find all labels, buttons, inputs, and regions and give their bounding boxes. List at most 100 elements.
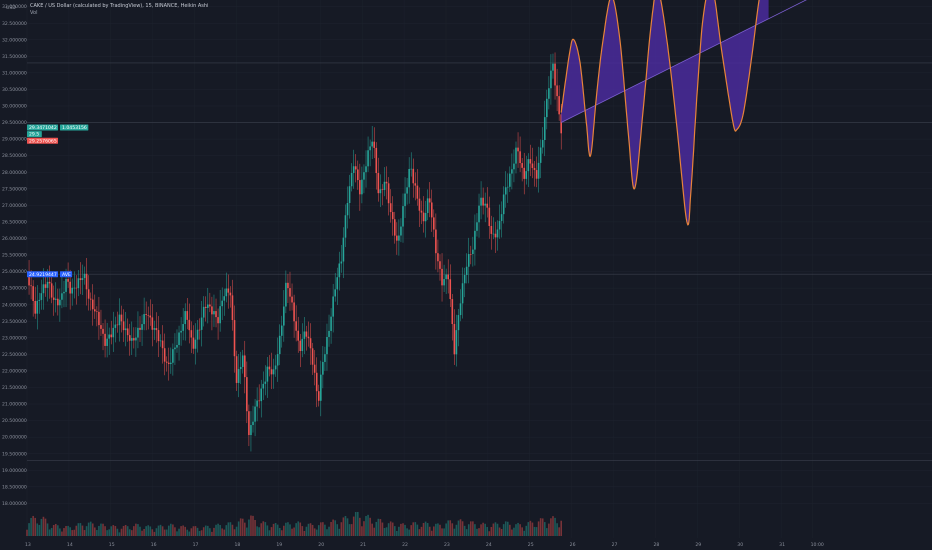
candle-body	[315, 372, 318, 392]
currency-label: USD	[6, 5, 16, 11]
y-tick-label: 21.000000	[2, 402, 27, 408]
volume-bar	[560, 520, 563, 536]
candle-body	[167, 362, 170, 365]
candle-body	[543, 117, 546, 141]
volume-bar	[135, 523, 137, 536]
candle-body	[34, 301, 37, 314]
candle-body	[451, 299, 454, 325]
candle-body	[531, 163, 534, 168]
candle-body	[525, 171, 528, 179]
price-tag-sub	[60, 124, 89, 131]
volume-bar	[59, 528, 61, 536]
volume-bar	[385, 527, 388, 536]
volume-bar	[42, 516, 45, 536]
candle-body	[504, 187, 507, 195]
y-tick-label: 25.000000	[2, 269, 27, 275]
volume-bar	[149, 526, 152, 536]
candle-body	[367, 150, 369, 167]
candle-body	[437, 253, 439, 262]
volume-bar	[283, 525, 285, 536]
candle-body	[94, 309, 96, 312]
candle-body	[354, 166, 357, 170]
candle-body	[246, 377, 248, 412]
candle-body	[389, 203, 392, 213]
volume-bars	[26, 511, 563, 536]
x-tick-label: 21	[360, 542, 366, 548]
x-tick-label: 26	[570, 542, 576, 548]
volume-bar	[200, 530, 203, 536]
volume-bar	[556, 523, 558, 536]
volume-bar	[463, 525, 466, 536]
volume-bar	[182, 525, 184, 536]
candle-body	[180, 330, 182, 333]
candle-body	[488, 207, 491, 226]
volume-bar	[334, 520, 336, 536]
volume-bar	[141, 530, 143, 536]
candle-body	[182, 324, 184, 331]
volume-bar	[147, 525, 150, 536]
volume-bar	[410, 525, 413, 536]
volume-bar	[28, 523, 30, 536]
candle-body	[363, 172, 365, 180]
candle-body	[346, 202, 349, 216]
time-axis[interactable]: 13 14 15 16 17 18 19 20 21 22 23 24 25 26 27 28 29 30 31 10…	[25, 542, 824, 548]
volume-bar	[338, 528, 341, 536]
candle-body	[430, 202, 433, 218]
candle-body	[550, 70, 552, 89]
price-tag-sub	[60, 271, 73, 278]
candle-body	[420, 210, 423, 213]
volume-bar	[278, 527, 281, 536]
volume-bar	[178, 528, 180, 536]
candle-body	[155, 328, 158, 331]
volume-bar	[157, 525, 160, 536]
candle-body	[219, 306, 221, 324]
candle-body	[274, 365, 277, 370]
candle-body	[258, 400, 260, 402]
volume-bar	[241, 518, 244, 536]
candle-body	[404, 193, 406, 207]
candle-body	[305, 331, 308, 337]
candle-body	[299, 340, 302, 352]
candle-body	[122, 321, 125, 331]
candle-body	[243, 355, 246, 378]
candle-body	[65, 279, 67, 292]
candle-body	[352, 166, 355, 173]
candle-body	[461, 283, 464, 304]
candle-body	[523, 167, 526, 179]
volume-bar	[301, 526, 304, 536]
candle-body	[211, 306, 213, 315]
candle-body	[200, 317, 203, 330]
x-tick-label: 13	[25, 542, 31, 548]
y-tick-label: 30.500000	[2, 87, 27, 93]
volume-bar	[354, 511, 357, 536]
candle-body	[83, 273, 86, 279]
volume-bar	[289, 524, 291, 536]
volume-bar	[502, 524, 505, 536]
volume-bar	[258, 527, 260, 536]
candle-body	[42, 284, 45, 294]
volume-bar	[229, 522, 232, 536]
candle-body	[387, 183, 390, 204]
volume-bar	[239, 518, 242, 536]
candle-body	[556, 85, 558, 97]
volume-bar	[34, 517, 37, 536]
candle-body	[128, 335, 131, 341]
horizontal-lines	[27, 62, 932, 461]
candles	[28, 52, 563, 452]
candle-body	[145, 314, 147, 315]
candle-body	[515, 147, 517, 164]
candle-body	[186, 311, 189, 320]
volume-bar	[344, 515, 347, 536]
volume-bar	[541, 518, 544, 536]
volume-bar	[108, 529, 110, 536]
price-axis[interactable]: 18.000000 18.500000 19.000000 19.500000 20.0…	[2, 4, 27, 507]
candle-body	[383, 181, 386, 191]
candle-body	[517, 147, 519, 152]
candle-body	[188, 319, 191, 331]
volume-bar	[133, 526, 135, 536]
volume-bar	[488, 531, 491, 536]
candle-body	[521, 163, 523, 168]
volume-bar	[445, 523, 447, 536]
volume-bar	[515, 524, 517, 536]
